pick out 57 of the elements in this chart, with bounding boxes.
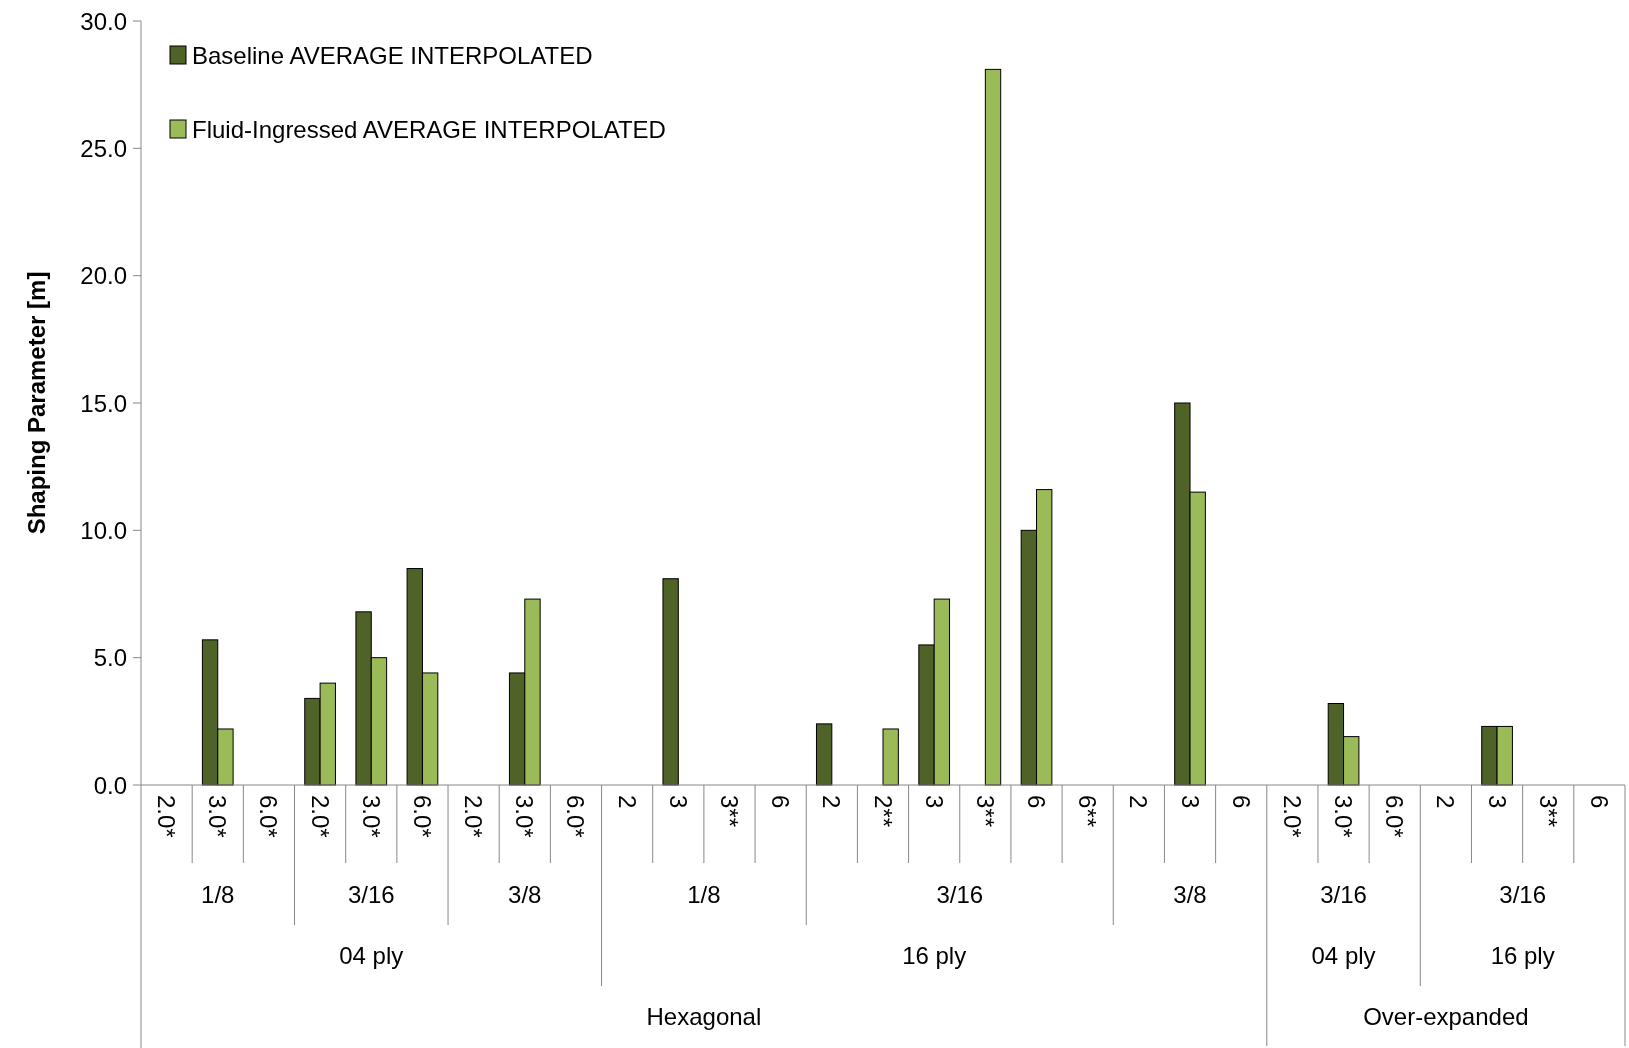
y-tick-label: 5.0: [93, 644, 127, 672]
text: 1/8: [687, 880, 721, 908]
x-tick-label: 3.0*: [1330, 795, 1358, 838]
x-tick-label: 6.0*: [562, 795, 590, 838]
text: 1/8: [201, 880, 235, 908]
x-tick-label: 6: [1585, 795, 1613, 809]
x-tick-label: 2: [1432, 795, 1460, 809]
x-tick-label: 3: [664, 795, 692, 809]
text: 04 ply: [1311, 942, 1376, 969]
x-tick-label: 2.0*: [306, 795, 334, 838]
x-tick-label: 3**: [715, 795, 743, 828]
y-axis-title: Shaping Parameter [m]: [22, 271, 50, 535]
text: 3/8: [508, 880, 542, 908]
bar: [882, 728, 899, 786]
text: 3/8: [1173, 880, 1207, 908]
x-tick-label: 6**: [1074, 795, 1102, 828]
x-tick-label: 3.0*: [357, 795, 385, 838]
text: 16 ply: [1490, 942, 1555, 969]
x-tick-label: 6.0*: [1381, 795, 1409, 838]
bar: [815, 723, 833, 786]
x-tick-label: 2: [613, 795, 641, 809]
x-tick-label: 6.0*: [255, 795, 283, 838]
y-tick-label: 15.0: [80, 389, 127, 417]
y-tick-label: 30.0: [80, 7, 127, 35]
bar: [984, 68, 1002, 786]
x-tick-label: 2.0*: [460, 795, 488, 838]
x-tick-label: 6: [767, 795, 795, 809]
text: 3/16: [347, 880, 395, 908]
x-tick-label: 2**: [869, 795, 897, 828]
x-tick-label: 2.0*: [1278, 795, 1306, 838]
x-tick-label: 3: [1483, 795, 1511, 809]
legend-label: Fluid-Ingressed AVERAGE INTERPOLATED: [192, 115, 666, 143]
x-tick-label: 3**: [971, 795, 999, 828]
x-tick-label: 2: [818, 795, 846, 809]
x-tick-label: 3**: [1534, 795, 1562, 828]
text: 3/16: [936, 880, 984, 908]
text: 3/16: [1320, 880, 1367, 908]
y-tick-label: 25.0: [80, 134, 127, 162]
text: 3/16: [1499, 880, 1547, 908]
x-tick-label: 3: [1176, 795, 1204, 809]
x-tick-label: 2: [1125, 795, 1153, 809]
bar: [662, 578, 679, 786]
x-tick-label: 6.0*: [408, 795, 436, 838]
y-tick-label: 20.0: [80, 262, 127, 290]
y-tick-label: 10.0: [80, 516, 127, 544]
legend-label: Baseline AVERAGE INTERPOLATED: [192, 41, 593, 69]
text: 16 ply: [902, 942, 967, 969]
x-tick-label: 3: [920, 795, 948, 809]
y-tick-label: 0.0: [93, 771, 127, 799]
text: Hexagonal: [646, 1002, 762, 1030]
text: Over-expanded: [1363, 1002, 1529, 1030]
x-tick-label: 2.0*: [153, 795, 181, 838]
x-tick-label: 3.0*: [511, 795, 539, 838]
x-tick-label: 6: [1023, 795, 1051, 809]
x-tick-label: 3.0*: [204, 795, 232, 838]
x-tick-label: 6: [1227, 795, 1255, 809]
text: 04 ply: [339, 942, 404, 969]
